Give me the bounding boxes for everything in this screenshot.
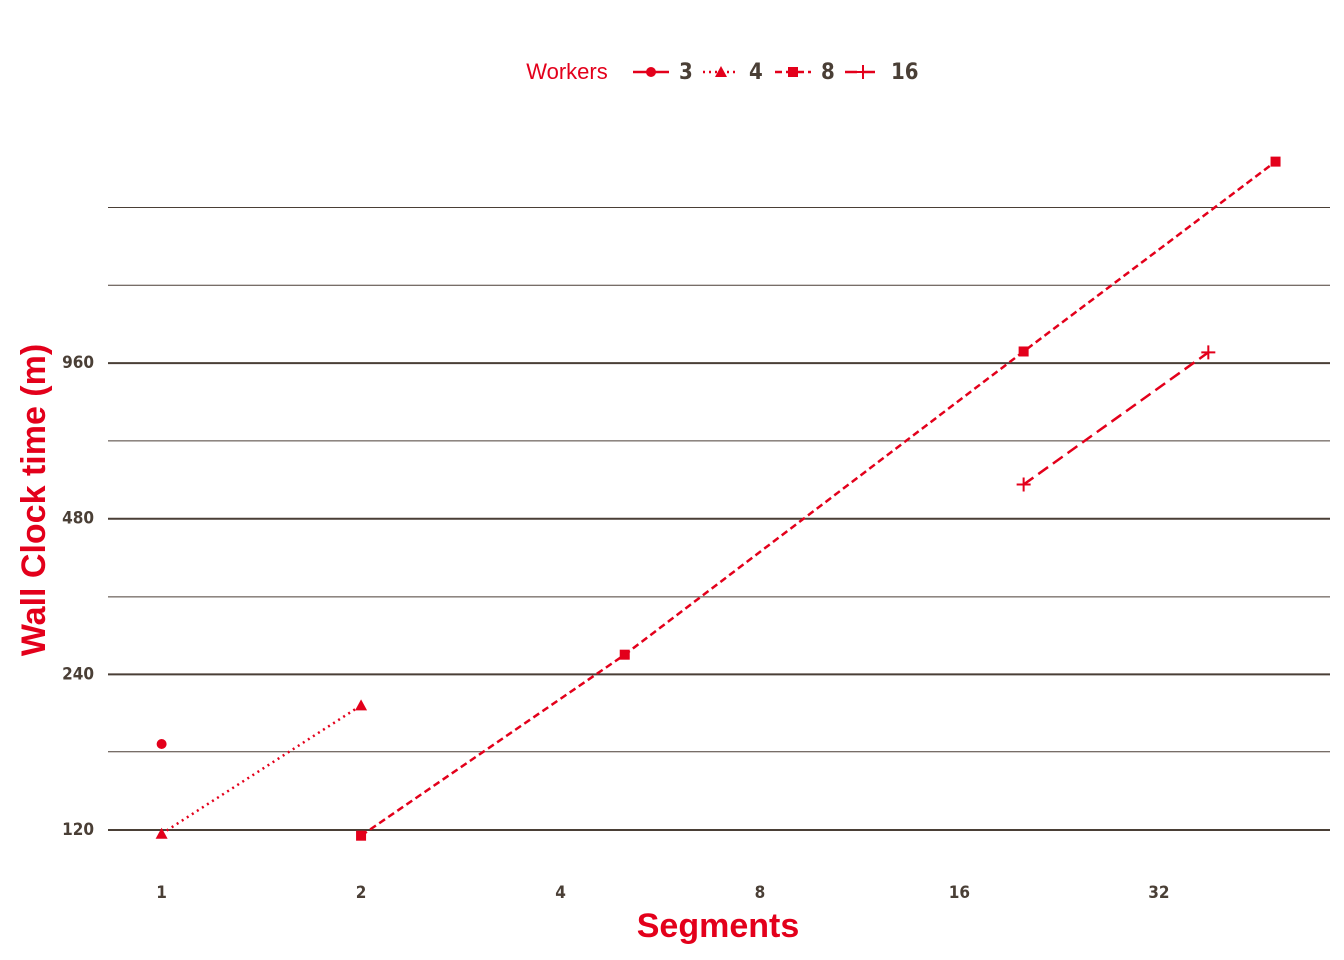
- y-tick-label: 960: [62, 353, 94, 373]
- y-axis-title: Wall Clock time (m): [15, 344, 53, 656]
- legend-key-marker: [646, 67, 656, 77]
- legend-key-marker: [715, 66, 727, 77]
- y-tick-label: 120: [62, 820, 94, 840]
- legend-key-marker: [788, 67, 798, 77]
- y-tick-label: 480: [62, 509, 94, 529]
- x-tick-label: 2: [356, 883, 367, 903]
- x-tick-label: 1: [156, 883, 167, 903]
- legend-title: Workers: [526, 59, 608, 84]
- legend-item: 8: [775, 60, 835, 85]
- legend-label: 16: [891, 60, 919, 85]
- legend-item: 3: [633, 60, 693, 85]
- series-line: [1022, 351, 1210, 486]
- point: [155, 827, 168, 839]
- point: [355, 699, 368, 711]
- point: [1018, 346, 1029, 357]
- legend-label: 4: [749, 60, 763, 85]
- series-line: [160, 704, 362, 835]
- point: [619, 649, 630, 660]
- x-axis-title: Segments: [637, 907, 800, 945]
- point: [1016, 477, 1031, 492]
- series-line: [360, 160, 1277, 837]
- y-tick-label: 240: [62, 664, 94, 684]
- legend-label: 3: [679, 60, 693, 85]
- legend-label: 8: [821, 60, 835, 85]
- x-tick-label: 16: [949, 883, 970, 903]
- legend-item: 4: [703, 60, 763, 85]
- x-tick-label: 32: [1148, 883, 1169, 903]
- x-tick-label: 4: [555, 883, 566, 903]
- point: [1270, 156, 1281, 167]
- point: [156, 739, 167, 750]
- point: [356, 830, 367, 841]
- x-tick-label: 8: [755, 883, 766, 903]
- point: [1201, 345, 1216, 360]
- legend-item: 16: [845, 60, 919, 85]
- legend-key-marker: [856, 65, 870, 79]
